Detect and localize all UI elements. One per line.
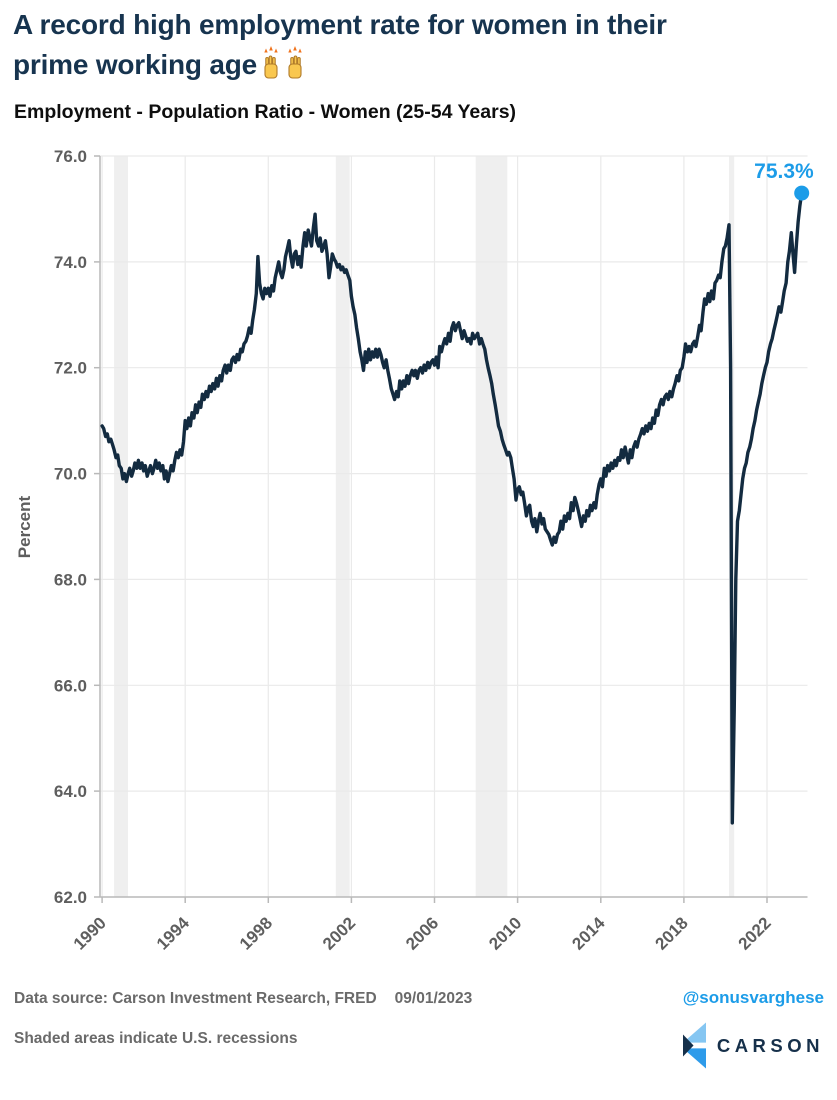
data-source-label: Data source: Carson Investment Research,…: [14, 990, 377, 1007]
title-line-1: A record high employment rate for women …: [13, 9, 667, 40]
y-tick-label: 72.0: [54, 359, 87, 378]
y-tick-label: 70.0: [54, 465, 87, 484]
footer-source-row: Data source: Carson Investment Research,…: [14, 988, 824, 1008]
y-tick-label: 68.0: [54, 570, 87, 589]
chart-subtitle: Employment - Population Ratio - Women (2…: [14, 101, 517, 123]
x-tick-label: 1990: [70, 913, 110, 953]
page-title: A record high employment rate for women …: [13, 5, 823, 91]
carson-logo-mark: [682, 1022, 706, 1069]
carson-logo: CARSON: [682, 1022, 824, 1069]
x-tick-label: 2010: [485, 913, 525, 953]
carson-wordmark: CARSON: [716, 1034, 824, 1056]
raising-hands-emoji: [263, 46, 303, 91]
recession-band: [335, 156, 350, 897]
title-line-2: prime working age: [13, 45, 823, 91]
x-tick-label: 2002: [319, 913, 359, 953]
x-tick-label: 2006: [402, 913, 442, 953]
x-tick-label: 2022: [735, 913, 775, 953]
x-tick-label: 2018: [652, 913, 692, 953]
x-tick-label: 1998: [236, 913, 276, 953]
title-line-2-text: prime working age: [13, 49, 257, 80]
x-tick-label: 1994: [153, 913, 194, 954]
y-axis-title: Percent: [15, 495, 34, 558]
y-tick-label: 62.0: [54, 888, 87, 907]
value-annotation: 75.3%: [754, 160, 814, 183]
recession-note: Shaded areas indicate U.S. recessions: [14, 1030, 298, 1047]
as-of-date: 09/01/2023: [394, 990, 473, 1007]
recession-band: [475, 156, 508, 897]
source-text-group: Data source: Carson Investment Research,…: [14, 990, 472, 1008]
y-tick-label: 66.0: [54, 676, 87, 695]
recession-band: [114, 156, 128, 897]
x-tick-label: 2014: [568, 913, 609, 954]
last-point-dot: [794, 185, 810, 201]
y-tick-label: 64.0: [54, 782, 87, 801]
y-tick-label: 74.0: [54, 253, 87, 272]
twitter-handle-link[interactable]: @sonusvarghese: [682, 988, 824, 1007]
series-line: [100, 191, 804, 825]
y-tick-label: 76.0: [54, 147, 87, 166]
